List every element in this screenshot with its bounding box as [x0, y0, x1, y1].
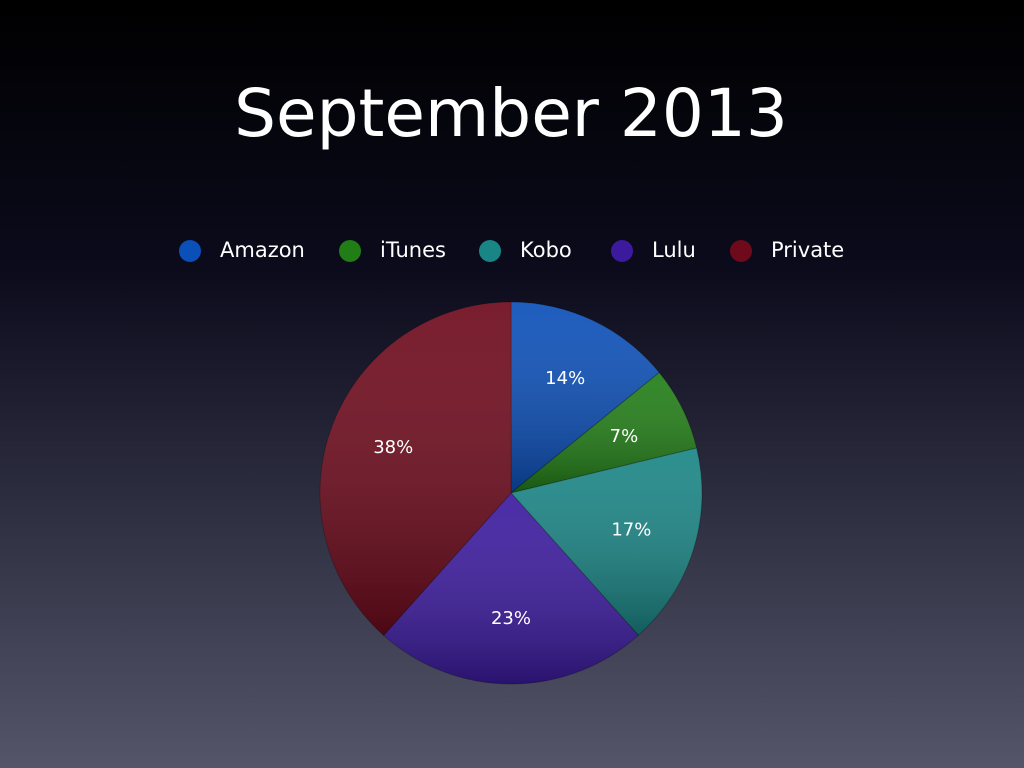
legend-swatch — [730, 240, 752, 262]
value-label: 38% — [373, 437, 413, 458]
pie: 14% 7% 17% 23% 38% — [319, 301, 703, 685]
value-label: 7% — [610, 426, 639, 447]
value-label: 14% — [545, 368, 585, 389]
legend-swatch — [339, 240, 361, 262]
chart-title: September 2013 — [234, 75, 788, 152]
legend-label: Private — [771, 238, 844, 262]
legend: Amazon iTunes Kobo Lulu Private — [179, 238, 844, 262]
value-label: 23% — [491, 608, 531, 629]
value-label: 17% — [611, 519, 651, 540]
legend-swatch — [179, 240, 201, 262]
legend-label: Amazon — [220, 238, 305, 262]
legend-label: iTunes — [380, 238, 446, 262]
legend-swatch — [611, 240, 633, 262]
legend-swatch — [479, 240, 501, 262]
legend-label: Lulu — [652, 238, 696, 262]
legend-label: Kobo — [520, 238, 572, 262]
